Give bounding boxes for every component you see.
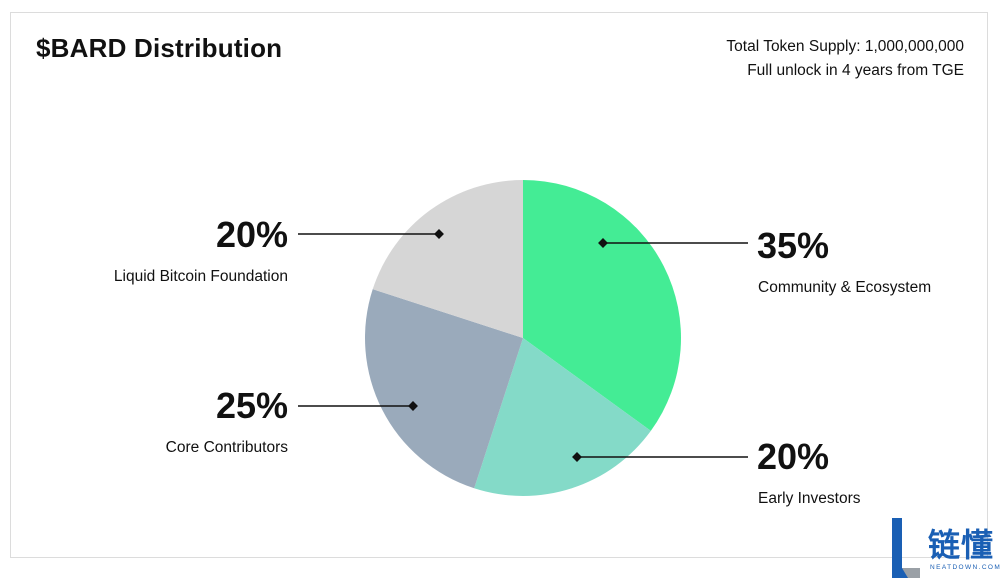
leader-dot-early-investors [572, 452, 582, 462]
leader-dot-core-contributors [408, 401, 418, 411]
slice-percent-community: 35% [757, 225, 830, 266]
unlock-text: Full unlock in 4 years from TGE [747, 62, 964, 79]
slice-percent-core-contributors: 25% [215, 385, 288, 426]
logo-l-icon [892, 518, 920, 578]
neatdown-logo: 链懂 NEATDOWN.COM [886, 512, 1002, 582]
pie-slice-core-contributors [364, 289, 523, 489]
slice-percent-early-investors: 20% [757, 436, 830, 477]
slice-label-core-contributors: Core Contributors [165, 439, 288, 456]
slice-label-early-investors: Early Investors [758, 490, 861, 507]
logo-subtext: NEATDOWN.COM [930, 564, 1002, 571]
pie-slice-liquid-bitcoin-foundation [372, 180, 523, 338]
supply-info: Total Token Supply: 1,000,000,000 Full u… [726, 35, 964, 83]
total-supply-text: Total Token Supply: 1,000,000,000 [726, 38, 964, 55]
slice-label-community: Community & Ecosystem [758, 279, 932, 296]
slice-percent-liquid-bitcoin-foundation: 20% [215, 214, 288, 255]
leader-dot-liquid-bitcoin-foundation [434, 229, 444, 239]
logo-chinese-text: 链懂 [928, 526, 995, 564]
leader-dot-community [598, 238, 608, 248]
chart-title: $BARD Distribution [36, 33, 283, 63]
slice-label-liquid-bitcoin-foundation: Liquid Bitcoin Foundation [113, 268, 288, 285]
